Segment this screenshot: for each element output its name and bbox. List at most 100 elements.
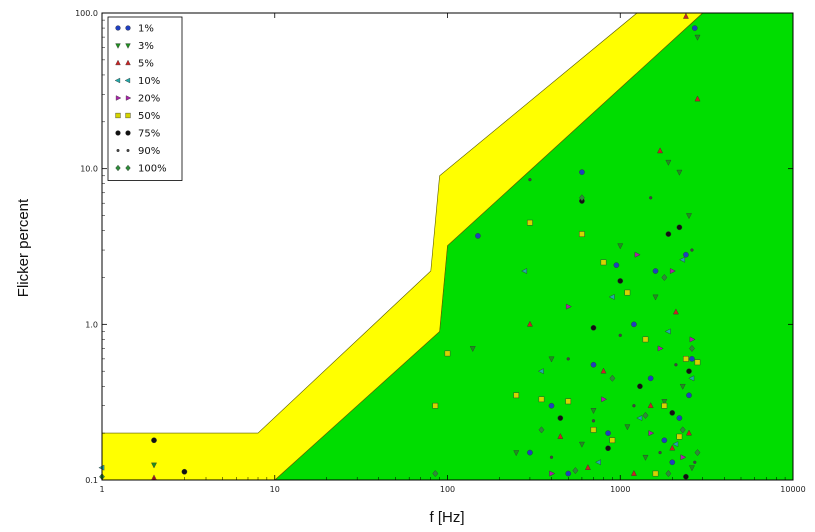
legend-marker [115,59,121,66]
series-1pct [475,25,698,477]
data-point [590,325,597,331]
data-point [689,345,695,352]
legend-marker [125,95,132,101]
data-point [647,402,654,409]
data-points-layer [98,12,701,481]
data-point [637,383,643,390]
data-point [151,437,157,444]
data-point [557,415,564,421]
data-point [565,303,572,310]
data-point [648,430,655,437]
legend-label: 100% [138,164,167,175]
series-50pct [432,219,701,477]
legend-marker [125,25,131,31]
legend-marker [125,112,131,119]
legend-entry: 5% [115,59,154,70]
data-point [652,268,659,274]
data-point [683,12,689,19]
data-point [590,408,597,414]
data-point [657,147,663,154]
legend-label: 20% [138,94,160,105]
data-point [572,467,579,474]
regions-layer [101,12,794,481]
y-tick-label: 0.1 [85,476,98,485]
legend-entry: 3% [115,41,154,52]
data-point [661,274,668,281]
data-point [600,259,607,266]
legend-marker [115,95,122,101]
data-point [647,375,654,382]
legend-marker [125,164,131,172]
legend-entry: 75% [115,129,160,140]
data-point [590,361,597,368]
data-point [557,433,564,439]
data-point [686,213,692,220]
data-point [469,346,476,353]
data-point [683,356,689,362]
data-point [98,464,105,471]
data-point [617,278,624,284]
data-point [475,233,481,239]
data-point [591,419,596,423]
series-90pct [528,178,697,464]
data-point [694,449,701,457]
legend-label: 3% [138,41,154,52]
legend-box [107,16,183,181]
legend-marker [114,77,121,84]
data-point [549,470,556,477]
y-axis-label: Flicker percent [15,198,32,297]
data-point [608,293,615,300]
data-point [617,243,624,250]
data-point [609,437,616,444]
data-point [521,268,528,274]
legend: 1% 3% 5% 10% 20% 50% 75% 90% 100% [107,16,183,181]
data-point [601,396,608,403]
data-point [676,224,683,231]
data-point [690,248,694,252]
data-point [683,251,689,258]
data-point [686,392,692,399]
legend-marker [115,43,121,49]
y-tick-label: 100.0 [75,9,98,18]
data-point [566,357,570,361]
data-point [689,356,695,362]
data-point [528,178,532,182]
data-point [565,398,572,405]
data-point [631,321,637,328]
data-point [579,441,585,448]
data-point [549,455,554,459]
data-point [694,359,701,366]
data-point [694,34,701,41]
data-point [689,336,696,343]
legend-marker [124,77,131,84]
data-point [579,231,585,237]
y-tick-label: 1.0 [85,320,98,329]
data-point [686,368,692,374]
data-point [676,415,683,421]
ticks-layer: 1 10 100 1000 10000 0.1 1.0 10.0 100.0 [75,9,806,494]
legend-entry: 100% [115,164,167,175]
data-point [642,454,649,461]
data-point [636,415,643,421]
legend-label: 1% [138,24,154,35]
data-point [631,469,637,476]
data-point [624,289,631,296]
data-point [595,459,601,466]
x-tick-label: 100 [440,485,455,494]
data-point [665,159,672,166]
x-tick-label: 1000 [610,485,630,494]
data-point [669,268,676,274]
legend-label: 10% [138,76,160,87]
data-point [652,470,659,477]
legend-entry: 50% [115,111,160,122]
data-point [432,402,439,409]
data-point [686,429,692,436]
legend-label: 75% [138,129,160,140]
data-point [693,460,697,464]
data-point [537,368,544,375]
data-point [669,410,676,416]
legend-entry: 10% [114,76,160,87]
data-point [669,459,676,466]
data-point [664,328,671,335]
